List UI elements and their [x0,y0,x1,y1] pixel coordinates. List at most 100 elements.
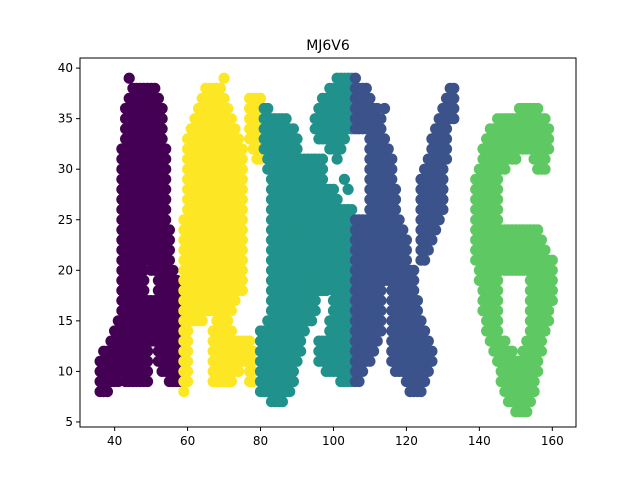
data-point [236,264,248,276]
data-point [138,274,150,286]
data-point [342,183,354,195]
data-point [499,163,511,175]
data-point [397,224,409,236]
data-point [182,365,194,377]
data-point [375,284,387,297]
data-point [284,386,296,398]
data-point [532,355,544,367]
data-point [160,204,172,216]
data-point [163,254,175,266]
data-point [236,183,248,195]
data-point [426,345,438,357]
data-point [236,244,248,256]
data-point [492,315,504,327]
data-point [437,163,449,175]
data-point [160,173,172,185]
data-point [492,173,504,185]
data-point [316,163,329,175]
x-tick-label: 100 [322,434,345,448]
data-point [163,234,175,246]
data-point [440,133,453,145]
x-tick-label: 160 [541,434,564,448]
data-point [236,224,248,236]
data-point [378,102,391,115]
data-point [386,153,398,165]
data-point [419,254,431,266]
data-point [535,234,548,246]
data-point [492,214,504,226]
data-point [236,274,248,286]
data-point [225,113,237,125]
data-point [141,345,154,357]
data-point [306,315,318,327]
data-point [539,163,551,175]
data-point [262,102,274,115]
plot-frame [79,57,577,428]
data-point [244,335,256,347]
data-point [535,345,548,357]
data-point [433,214,445,226]
data-point [448,92,460,104]
data-point [543,305,555,317]
x-axis: 40 60 80 100 120 140 160 [107,427,564,448]
data-point [543,315,555,327]
data-point [276,396,288,408]
data-point [236,204,248,216]
x-tick-label: 120 [395,434,418,448]
data-point [422,365,434,377]
data-point [546,264,558,276]
data-point [448,113,460,125]
y-axis: 5 10 15 20 25 30 35 40 [58,61,80,429]
data-point [389,204,402,216]
data-point [291,143,303,155]
data-point [353,375,365,388]
data-point [437,183,449,195]
data-point [291,133,303,145]
data-point [236,284,248,297]
data-point [528,386,540,398]
data-point [236,254,248,266]
data-point [295,335,307,347]
data-point [335,143,347,155]
data-point [415,386,427,398]
data-point [448,102,460,115]
data-point [422,335,434,347]
data-point [101,386,113,398]
y-tick-label: 30 [58,162,73,176]
data-point [419,375,431,388]
points-layer [94,72,558,418]
data-point [400,234,412,246]
data-point [400,244,412,256]
data-point [419,325,431,337]
data-point [287,365,299,377]
data-point [375,315,387,327]
data-point [426,355,438,367]
data-point [141,355,154,367]
data-point [287,375,299,388]
x-tick-label: 140 [468,434,491,448]
x-tick-label: 80 [253,434,268,448]
data-point [182,335,194,347]
data-point [411,295,423,307]
y-tick-label: 25 [58,213,73,227]
data-point [236,143,248,155]
data-point [543,143,555,155]
data-point [309,305,321,317]
data-point [364,92,376,104]
data-point [437,204,449,216]
data-point [280,113,292,125]
data-point [546,254,558,266]
data-point [382,143,394,155]
data-point [440,153,453,165]
data-point [295,345,307,357]
data-point [539,244,551,256]
data-point [316,173,329,185]
data-point [236,234,248,246]
data-point [408,274,420,286]
data-point [400,254,412,266]
data-point [182,345,194,357]
data-point [543,133,555,145]
data-point [160,183,172,195]
data-point [539,153,551,165]
data-point [196,315,208,327]
